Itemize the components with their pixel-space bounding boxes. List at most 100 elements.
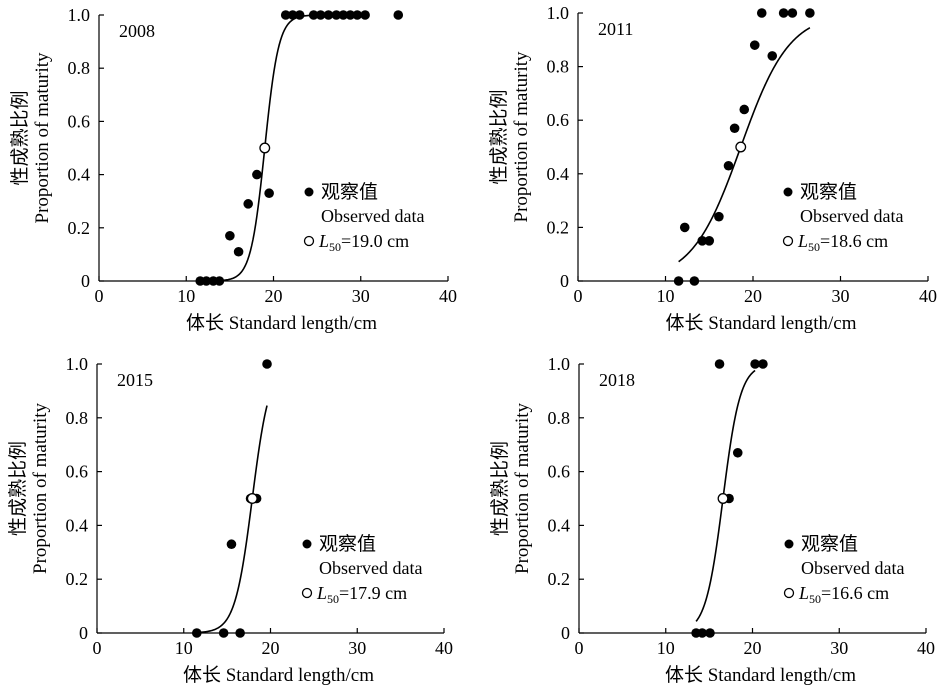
l50-symbol: L (797, 231, 808, 251)
legend-observed-cn: 观察值 (321, 181, 378, 203)
observed-point (235, 628, 245, 638)
y-tick-label: 0.6 (68, 111, 91, 131)
observed-point (252, 169, 262, 180)
panel-year-label: 2008 (119, 21, 155, 41)
x-tick-label: 40 (919, 286, 937, 306)
l50-symbol: L (318, 231, 329, 251)
observed-point (758, 359, 768, 369)
y-axis-title-cn: 性成熟比例 (488, 89, 510, 184)
y-tick-label: 0.4 (66, 515, 89, 535)
y-tick-label: 1.0 (548, 354, 571, 374)
observed-point (729, 123, 740, 134)
x-tick-label: 40 (439, 286, 457, 306)
legend-l50-marker (303, 235, 315, 247)
observed-point (732, 447, 743, 458)
l50-symbol: L (316, 583, 327, 603)
legend-observed-cn: 观察值 (800, 181, 857, 203)
x-tick-label: 40 (917, 638, 935, 658)
l50-point (717, 493, 729, 504)
x-tick-label: 20 (262, 638, 280, 658)
observed-point (360, 10, 370, 20)
panel-year-label: 2011 (598, 19, 633, 39)
l50-subscript: 50 (809, 592, 821, 606)
x-tick-label: 30 (348, 638, 366, 658)
observed-point (280, 10, 291, 20)
x-tick-label: 30 (832, 286, 850, 306)
observed-point (233, 246, 244, 257)
observed-point (294, 10, 305, 20)
y-axis-title-cn: 性成熟比例 (9, 90, 31, 185)
y-tick-label: 0.4 (547, 164, 570, 184)
observed-point (673, 276, 684, 286)
fitted-curve (695, 369, 756, 622)
x-tick-label: 30 (830, 638, 848, 658)
observed-point (714, 359, 725, 369)
l50-point (259, 142, 271, 154)
legend-observed-cn: 观察值 (801, 533, 858, 555)
l50-value: =18.6 cm (820, 231, 888, 251)
observed-point (201, 276, 212, 286)
observed-point (714, 211, 724, 222)
y-tick-label: 0.2 (68, 218, 91, 238)
observed-point (323, 10, 334, 20)
panel-year-label: 2018 (599, 370, 635, 390)
y-tick-label: 1.0 (547, 3, 570, 23)
observed-point (214, 276, 225, 286)
legend-l50-marker (783, 587, 795, 599)
chart-panel-2018: 0 10 20 30 40 0 0.2 0.4 0.6 0.8 1.0 2018 体长 Standard… (489, 354, 935, 686)
observed-point (697, 628, 707, 638)
observed-point (308, 10, 319, 20)
observed-point (338, 10, 349, 20)
legend-l50-label: L50=18.6 cm (797, 231, 888, 254)
x-tick-label: 10 (657, 286, 675, 306)
legend-observed-en: Observed data (800, 206, 903, 226)
y-tick-label: 0 (560, 271, 569, 291)
observed-point (697, 236, 708, 246)
observed-point (749, 40, 760, 50)
legend-observed-marker (783, 187, 793, 197)
chart-panel-2015: 0 10 20 30 40 0 0.2 0.4 0.6 0.8 1.0 2015 体长 Standard… (7, 354, 453, 686)
x-tick-label: 20 (744, 286, 762, 306)
l50-subscript: 50 (327, 592, 339, 606)
observed-point (787, 8, 798, 18)
l50-value: =19.0 cm (341, 231, 409, 251)
observed-point (315, 10, 326, 20)
observed-point (739, 104, 750, 115)
observed-point (393, 10, 404, 20)
x-tick-label: 0 (575, 638, 584, 658)
legend-l50-label: L50=16.6 cm (798, 583, 889, 606)
l50-subscript: 50 (329, 240, 341, 254)
y-axis-title-cn: 性成熟比例 (489, 441, 511, 536)
legend-observed-marker (304, 187, 314, 197)
y-axis-title-cn: 性成熟比例 (7, 441, 29, 536)
observed-point (262, 359, 272, 369)
y-tick-label: 0.4 (548, 515, 571, 535)
observed-point (243, 199, 253, 209)
x-tick-label: 0 (95, 286, 104, 306)
legend-observed-marker (302, 539, 312, 549)
x-axis-title: 体长 Standard length/cm (183, 664, 374, 686)
x-tick-label: 20 (265, 286, 283, 306)
y-tick-label: 0.2 (547, 217, 570, 237)
observed-point (226, 539, 237, 550)
legend-observed-en: Observed data (321, 206, 424, 226)
observed-point (778, 8, 789, 18)
observed-point (704, 236, 715, 246)
x-axis-title: 体长 Standard length/cm (665, 664, 856, 686)
observed-point (750, 359, 760, 369)
x-tick-label: 10 (177, 286, 195, 306)
legend-observed-en: Observed data (801, 558, 904, 578)
legend-l50-label: L50=19.0 cm (318, 231, 409, 254)
y-axis-title-en: Proportion of maturity (511, 51, 532, 222)
x-tick-label: 10 (175, 638, 193, 658)
x-tick-label: 0 (93, 638, 102, 658)
y-tick-label: 0.8 (547, 57, 570, 77)
observed-point (225, 230, 235, 241)
x-tick-label: 30 (352, 286, 370, 306)
fitted-curve (195, 405, 268, 634)
chart-panel-2011: 0 10 20 30 40 0 0.2 0.4 0.6 0.8 1.0 2011 体长 Standard… (488, 3, 937, 334)
legend-l50-marker (301, 587, 313, 599)
l50-value: =17.9 cm (339, 583, 407, 603)
l50-subscript: 50 (808, 240, 820, 254)
